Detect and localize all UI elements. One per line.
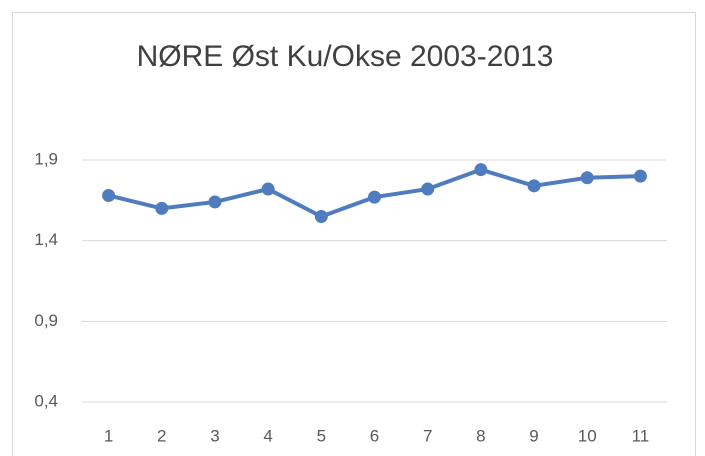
data-point <box>527 179 541 193</box>
x-tick-label: 4 <box>263 426 272 445</box>
data-point <box>314 209 328 223</box>
x-tick-label: 9 <box>529 426 538 445</box>
data-point <box>421 182 435 196</box>
y-tick-label: 1,9 <box>34 149 58 168</box>
chart-frame <box>12 12 696 456</box>
data-point <box>368 190 381 204</box>
data-point <box>208 195 222 209</box>
x-tick-label: 5 <box>317 426 326 445</box>
data-point <box>261 182 275 196</box>
x-tick-label: 11 <box>632 426 650 445</box>
x-tick-label: 2 <box>157 426 166 445</box>
data-point <box>474 163 488 177</box>
data-point <box>580 171 594 185</box>
x-tick-label: 3 <box>210 426 219 445</box>
x-tick-label: 10 <box>578 426 597 445</box>
y-tick-label: 0,9 <box>34 311 58 330</box>
data-point <box>155 201 169 215</box>
chart-title: NØRE Øst Ku/Okse 2003-2013 <box>137 40 554 73</box>
x-tick-label: 6 <box>370 426 379 445</box>
data-point <box>633 169 647 183</box>
x-tick-label: 1 <box>104 426 113 445</box>
y-tick-label: 1,4 <box>34 230 58 249</box>
y-tick-label: 0,4 <box>34 391 58 410</box>
x-tick-label: 7 <box>423 426 432 445</box>
data-point <box>102 188 116 202</box>
x-tick-label: 8 <box>476 426 485 445</box>
